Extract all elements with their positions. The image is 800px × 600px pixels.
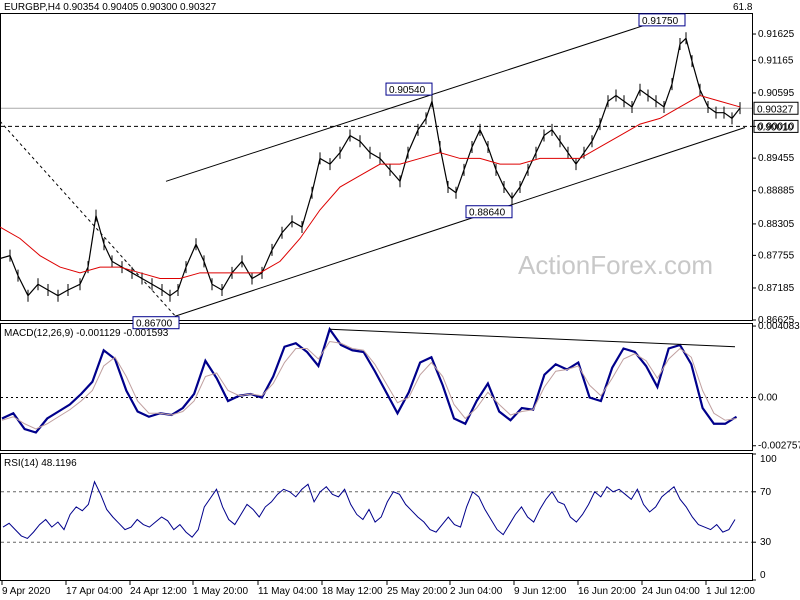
price-tick-label: 0.91165 [758, 55, 794, 66]
price-tick-label: 0.91625 [758, 29, 795, 40]
rsi-tick-label: 30 [760, 537, 772, 548]
price-tick-label: 0.88305 [758, 219, 795, 230]
x-tick-label: 16 Jun 20:00 [578, 586, 636, 597]
price-tick-label: 0.88885 [758, 186, 795, 197]
price-y-axis: 0.91625 0.91165 0.90595 0.90010 0.89455 0.888… [752, 29, 795, 326]
x-tick-label: 24 Jun 04:00 [642, 586, 700, 597]
macd-y-axis: 0.004083 0.00 -0.002757 [752, 321, 800, 452]
price-annotation-box [465, 205, 513, 219]
macd-signal-line [1, 340, 737, 430]
price-tick-label: 0.87185 [758, 283, 795, 294]
price-annotation-box [385, 82, 433, 96]
x-tick-label: 11 May 04:00 [258, 586, 318, 597]
price-annotation-label: 0.90540 [389, 85, 426, 96]
support-level-tag: 0.90010 [757, 122, 794, 133]
macd-series [1, 326, 752, 434]
price-annotations: 0.90327 0.90010 0.86700 0.90540 0.88640 0.917… [132, 13, 799, 330]
macd-line [1, 326, 738, 434]
x-tick-label: 17 Apr 04:00 [66, 586, 123, 597]
macd-title: MACD(12,26,9) -0.001129 -0.001593 [4, 328, 169, 339]
rsi-tick-label: 70 [760, 487, 772, 498]
price-gridlines [1, 107, 752, 127]
rsi-panel-frame [0, 453, 753, 581]
x-tick-label: 9 Apr 2020 [2, 586, 51, 597]
price-panel-frame [0, 13, 753, 321]
symbol-header: EURGBP,H4 0.90354 0.90405 0.90300 0.9032… [4, 2, 217, 13]
price-annotation-box [638, 13, 686, 27]
price-tick-label: 0.90595 [758, 88, 795, 99]
price-tick-label: 0.90010 [758, 121, 795, 132]
current-price-tag-box [753, 101, 799, 115]
price-line [0, 37, 741, 297]
macd-divergence-line [329, 328, 736, 348]
price-tick-label: 0.86625 [758, 315, 795, 326]
price-annotation-box [132, 316, 180, 330]
rsi-title: RSI(14) 48.1196 [4, 458, 77, 469]
fib-label: 61.8 [733, 2, 753, 13]
price-tick-label: 0.87755 [758, 250, 795, 261]
macd-tick-label: -0.002757 [758, 441, 800, 452]
price-annotation-label: 0.88640 [469, 208, 506, 219]
x-tick-label: 18 May 12:00 [322, 586, 383, 597]
macd-tick-label: 0.00 [758, 393, 778, 404]
rsi-line [2, 480, 736, 540]
x-tick-label: 24 Apr 12:00 [130, 586, 187, 597]
price-series [0, 13, 746, 317]
price-annotation-label: 0.91750 [642, 16, 679, 27]
channel-upper-line [165, 13, 681, 182]
current-price-tag: 0.90327 [757, 104, 794, 115]
channel-lower-line [174, 127, 746, 317]
moving-average-line [0, 94, 741, 280]
macd-tick-label: 0.004083 [758, 321, 800, 332]
rsi-tick-label: 100 [760, 454, 777, 465]
x-tick-label: 9 Jun 12:00 [514, 586, 567, 597]
rsi-y-axis: 100 70 30 0 [752, 453, 777, 581]
watermark: ActionForex.com [518, 250, 713, 280]
x-tick-label: 1 May 20:00 [193, 586, 248, 597]
x-axis: 9 Apr 2020 17 Apr 04:00 24 Apr 12:00 1 May … [1, 580, 755, 597]
x-tick-label: 2 Jun 04:00 [450, 586, 503, 597]
price-tick-label: 0.89455 [758, 153, 795, 164]
macd-panel-frame [0, 323, 753, 451]
x-tick-label: 1 Jul 12:00 [706, 586, 755, 597]
rsi-series [1, 480, 752, 543]
prior-trend-line [0, 120, 176, 317]
rsi-tick-label: 0 [760, 570, 766, 581]
x-tick-label: 25 May 20:00 [387, 586, 448, 597]
price-annotation-label: 0.86700 [136, 319, 173, 330]
